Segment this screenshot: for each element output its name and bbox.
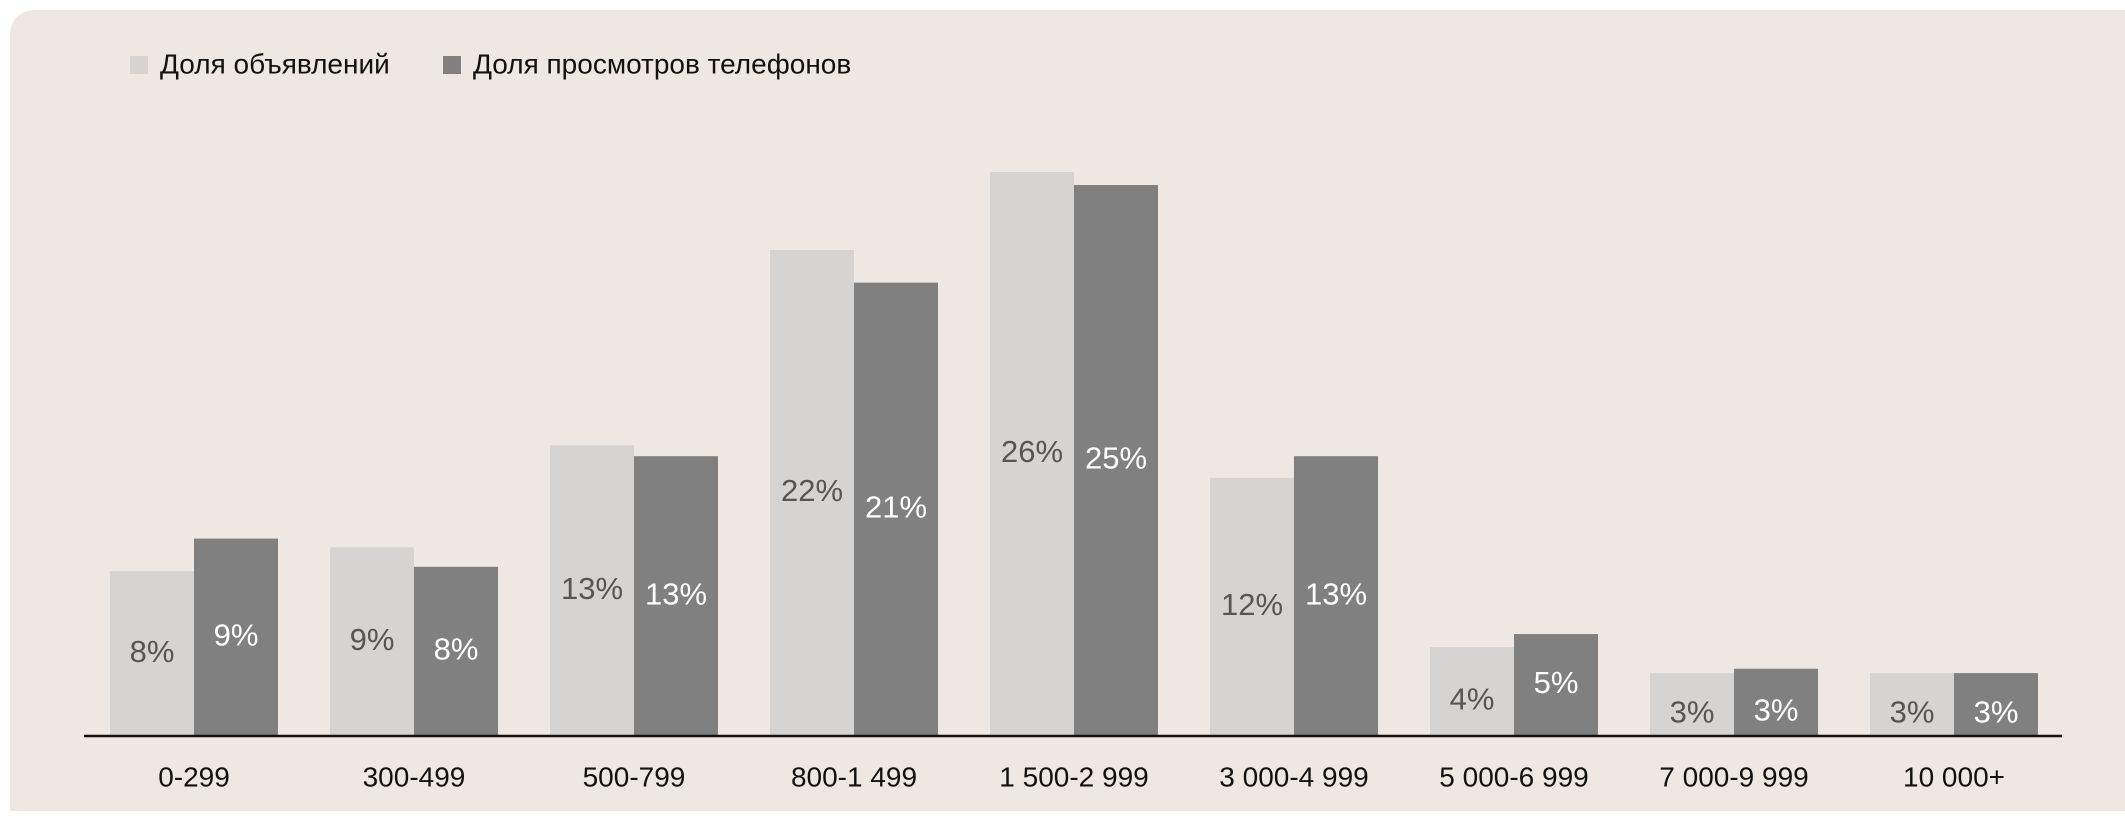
value-label: 26% — [1001, 434, 1063, 469]
value-label: 4% — [1450, 682, 1495, 717]
value-label: 3% — [1754, 693, 1799, 728]
x-tick-label: 10 000+ — [1903, 761, 2005, 792]
bar — [1430, 647, 1514, 736]
bar — [854, 282, 938, 736]
x-tick-label: 500-799 — [583, 761, 686, 792]
legend-label: Доля объявлений — [160, 48, 390, 79]
value-label: 21% — [865, 490, 927, 525]
bar — [1074, 185, 1158, 736]
value-label: 8% — [130, 634, 175, 669]
legend-label: Доля просмотров телефонов — [473, 48, 851, 79]
x-tick-label: 0-299 — [158, 761, 230, 792]
bar — [1514, 634, 1598, 736]
bar — [110, 571, 194, 736]
bar — [1870, 673, 1954, 736]
value-label: 5% — [1534, 665, 1579, 700]
x-tick-label: 800-1 499 — [791, 761, 917, 792]
x-tick-label: 7 000-9 999 — [1659, 761, 1808, 792]
bar — [1734, 668, 1818, 736]
value-label: 12% — [1221, 587, 1283, 622]
value-label: 13% — [645, 576, 707, 611]
value-label: 9% — [214, 617, 259, 652]
x-tick-label: 3 000-4 999 — [1219, 761, 1368, 792]
bar — [194, 538, 278, 736]
bar — [1650, 673, 1734, 736]
value-label: 3% — [1670, 695, 1715, 730]
value-label: 25% — [1085, 441, 1147, 476]
value-label: 3% — [1890, 695, 1935, 730]
x-tick-label: 1 500-2 999 — [999, 761, 1148, 792]
value-label: 3% — [1974, 695, 2019, 730]
bar — [1294, 456, 1378, 736]
x-tick-label: 300-499 — [363, 761, 466, 792]
bar — [1954, 673, 2038, 736]
bar — [414, 566, 498, 736]
bar — [990, 172, 1074, 736]
value-label: 13% — [1305, 576, 1367, 611]
bar — [550, 445, 634, 736]
value-label: 13% — [561, 571, 623, 606]
x-tick-label: 5 000-6 999 — [1439, 761, 1588, 792]
bar — [330, 547, 414, 736]
value-label: 8% — [434, 632, 479, 667]
bar — [770, 250, 854, 737]
bar — [634, 456, 718, 736]
legend-swatch — [130, 56, 148, 74]
bar — [1210, 477, 1294, 736]
legend-swatch — [443, 56, 461, 74]
value-label: 22% — [781, 473, 843, 508]
value-label: 9% — [350, 622, 395, 657]
